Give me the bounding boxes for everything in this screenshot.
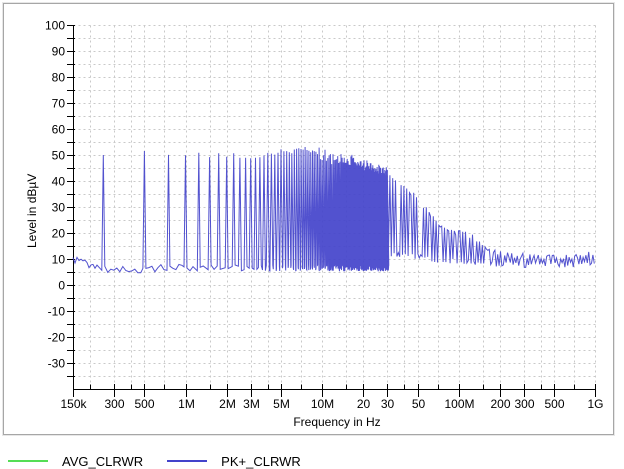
y-tick-label: 60 <box>52 123 66 137</box>
legend-label-avg-clrwr: AVG_CLRWR <box>62 453 144 469</box>
y-tick-label: 40 <box>52 175 66 189</box>
x-tick-label: 100M <box>444 397 474 411</box>
y-axis-title: Level in dBµV <box>25 173 39 249</box>
legend-item-avg: AVG_CLRWR <box>8 454 143 469</box>
legend-line-pk-clrwr <box>167 460 208 462</box>
y-tick-label: -20 <box>48 331 66 345</box>
y-tick-label: 20 <box>52 227 66 241</box>
legend: AVG_CLRWR PK+_CLRWR <box>8 453 301 469</box>
y-tick-label: 70 <box>52 97 66 111</box>
x-tick-label: 3M <box>243 397 260 411</box>
x-tick-label: 150k <box>60 397 87 411</box>
y-tick-label: 30 <box>52 201 66 215</box>
y-tick-label: 80 <box>52 71 66 85</box>
y-tick-label: -10 <box>48 305 66 319</box>
x-tick-label: 500 <box>544 397 564 411</box>
y-tick-label: -30 <box>48 357 66 371</box>
y-tick-label: 0 <box>58 279 65 293</box>
x-tick-label: 1M <box>178 397 195 411</box>
legend-item-pk: PK+_CLRWR <box>167 454 301 469</box>
legend-line-avg-clrwr <box>8 460 48 462</box>
x-tick-label: 500 <box>134 397 154 411</box>
x-tick-label: 300 <box>104 397 124 411</box>
x-tick-label: 2M <box>219 397 236 411</box>
legend-label-pk-clrwr: PK+_CLRWR <box>221 453 301 469</box>
x-tick-label: 30 <box>381 397 395 411</box>
y-tick-label: 100 <box>45 19 65 33</box>
axes-layer <box>67 25 596 397</box>
y-tick-label: 10 <box>52 253 66 267</box>
y-tick-label: 50 <box>52 149 66 163</box>
x-tick-label: 1G <box>587 397 603 411</box>
x-tick-label: 200 <box>490 397 510 411</box>
x-tick-label: 5M <box>273 397 290 411</box>
x-tick-label: 50 <box>412 397 426 411</box>
y-tick-label: 90 <box>52 45 66 59</box>
pk-clrwr-trace <box>72 146 595 274</box>
x-tick-label: 300 <box>514 397 534 411</box>
chart-panel: 100 90 80 70 60 50 40 30 20 10 0 -10 -20 -30 150k 300 50… <box>3 3 614 435</box>
x-tick-label: 10M <box>311 397 334 411</box>
x-axis-title: Frequency in Hz <box>293 415 381 429</box>
x-tick-label: 20 <box>357 397 371 411</box>
